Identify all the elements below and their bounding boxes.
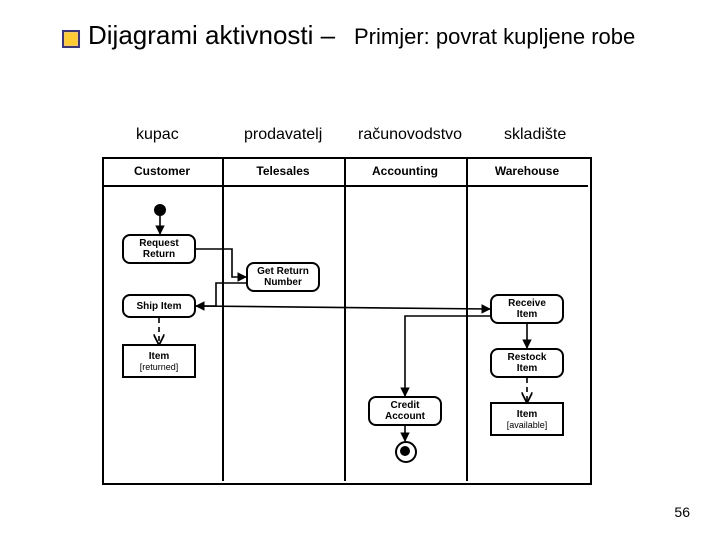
lane-divider-2: [344, 157, 346, 481]
swimlane-title-telesales: Telesales: [222, 164, 344, 178]
activity-label: RestockItem: [508, 352, 547, 374]
activity-ship-item: Ship Item: [122, 294, 196, 318]
activity-label: Ship Item: [136, 301, 181, 312]
swimlane-title-customer: Customer: [102, 164, 222, 178]
title-bullet-icon: [62, 30, 80, 48]
swimlane-title-warehouse: Warehouse: [466, 164, 588, 178]
object-state: [available]: [507, 420, 548, 430]
activity-credit-account: CreditAccount: [368, 396, 442, 426]
lane-label-skladiste: skladište: [504, 126, 566, 144]
lane-divider-3: [466, 157, 468, 481]
activity-label: Get ReturnNumber: [257, 266, 309, 288]
title-sub: Primjer: povrat kupljene robe: [354, 24, 635, 50]
activity-label: ReceiveItem: [508, 298, 546, 320]
object-name: Item: [149, 351, 170, 362]
initial-node-icon: [154, 204, 166, 216]
activity-receive-item: ReceiveItem: [490, 294, 564, 324]
swimlane-title-accounting: Accounting: [344, 164, 466, 178]
lane-label-racunovodstvo: računovodstvo: [358, 126, 462, 144]
activity-restock-item: RestockItem: [490, 348, 564, 378]
activity-label: CreditAccount: [385, 400, 425, 422]
lane-label-kupac: kupac: [136, 126, 179, 144]
title-main: Dijagrami aktivnosti –: [88, 20, 335, 51]
slide: Dijagrami aktivnosti – Primjer: povrat k…: [0, 0, 720, 540]
activity-request-return: RequestReturn: [122, 234, 196, 264]
lane-divider-1: [222, 157, 224, 481]
page-number: 56: [674, 504, 690, 520]
object-item-returned: Item [returned]: [122, 344, 196, 378]
object-state: [returned]: [140, 362, 179, 372]
activity-label: RequestReturn: [139, 238, 178, 260]
object-name: Item: [517, 409, 538, 420]
activity-get-return-number: Get ReturnNumber: [246, 262, 320, 292]
object-item-available: Item [available]: [490, 402, 564, 436]
final-node-inner-icon: [400, 446, 410, 456]
lane-label-prodavatelj: prodavatelj: [244, 126, 322, 144]
